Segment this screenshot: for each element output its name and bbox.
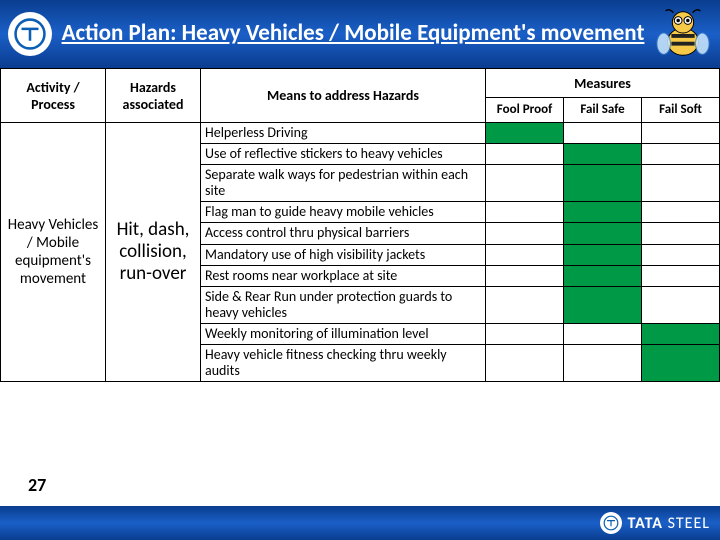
measure-cell-fail-safe bbox=[564, 244, 642, 265]
table-row: Heavy Vehicles / Mobile equipment's move… bbox=[1, 123, 720, 144]
measure-cell-fail-soft bbox=[642, 286, 720, 323]
measure-cell-fail-safe bbox=[564, 265, 642, 286]
action-plan-table: Activity / Process Hazards associated Me… bbox=[0, 68, 720, 382]
means-cell: Weekly monitoring of illumination level bbox=[201, 323, 486, 344]
slide-number: 27 bbox=[28, 474, 46, 496]
measure-cell-fail-soft bbox=[642, 223, 720, 244]
slide-footer: TATA STEEL bbox=[0, 506, 720, 540]
means-cell: Access control thru physical barriers bbox=[201, 223, 486, 244]
measure-cell-fool-proof bbox=[486, 286, 564, 323]
measure-cell-fail-safe bbox=[564, 323, 642, 344]
means-cell: Heavy vehicle fitness checking thru week… bbox=[201, 345, 486, 382]
measure-cell-fail-soft bbox=[642, 165, 720, 202]
tata-steel-logo-icon bbox=[600, 512, 622, 534]
measure-cell-fail-soft bbox=[642, 345, 720, 382]
th-fail-safe: Fail Safe bbox=[564, 98, 642, 123]
footer-brand: TATA STEEL bbox=[600, 512, 710, 534]
measure-cell-fail-soft bbox=[642, 144, 720, 165]
table-body: Heavy Vehicles / Mobile equipment's move… bbox=[1, 123, 720, 382]
measure-cell-fail-safe bbox=[564, 144, 642, 165]
measure-cell-fool-proof bbox=[486, 223, 564, 244]
measure-cell-fool-proof bbox=[486, 202, 564, 223]
footer-brand-main: TATA bbox=[628, 514, 663, 533]
measure-cell-fail-safe bbox=[564, 123, 642, 144]
th-fool-proof: Fool Proof bbox=[486, 98, 564, 123]
th-means: Means to address Hazards bbox=[201, 69, 486, 123]
measure-cell-fool-proof bbox=[486, 345, 564, 382]
means-cell: Side & Rear Run under protection guards … bbox=[201, 286, 486, 323]
means-cell: Use of reflective stickers to heavy vehi… bbox=[201, 144, 486, 165]
th-fail-soft: Fail Soft bbox=[642, 98, 720, 123]
measure-cell-fail-soft bbox=[642, 202, 720, 223]
th-activity: Activity / Process bbox=[1, 69, 106, 123]
tata-logo-icon bbox=[8, 12, 52, 56]
measure-cell-fail-soft bbox=[642, 123, 720, 144]
th-hazards: Hazards associated bbox=[106, 69, 201, 123]
footer-brand-sub: STEEL bbox=[668, 514, 710, 533]
measure-cell-fool-proof bbox=[486, 244, 564, 265]
measure-cell-fail-safe bbox=[564, 223, 642, 244]
slide-title: Action Plan: Heavy Vehicles / Mobile Equ… bbox=[52, 20, 654, 48]
measure-cell-fail-safe bbox=[564, 286, 642, 323]
measure-cell-fail-safe bbox=[564, 165, 642, 202]
measure-cell-fail-safe bbox=[564, 202, 642, 223]
activity-cell: Heavy Vehicles / Mobile equipment's move… bbox=[1, 123, 106, 382]
means-cell: Mandatory use of high visibility jackets bbox=[201, 244, 486, 265]
means-cell: Separate walk ways for pedestrian within… bbox=[201, 165, 486, 202]
means-cell: Rest rooms near workplace at site bbox=[201, 265, 486, 286]
means-cell: Flag man to guide heavy mobile vehicles bbox=[201, 202, 486, 223]
measure-cell-fool-proof bbox=[486, 144, 564, 165]
measure-cell-fool-proof bbox=[486, 123, 564, 144]
slide-header: Action Plan: Heavy Vehicles / Mobile Equ… bbox=[0, 0, 720, 68]
measure-cell-fail-safe bbox=[564, 345, 642, 382]
measure-cell-fail-soft bbox=[642, 265, 720, 286]
measure-cell-fool-proof bbox=[486, 265, 564, 286]
footer-brand-text: TATA STEEL bbox=[628, 514, 710, 533]
measure-cell-fail-soft bbox=[642, 244, 720, 265]
measure-cell-fool-proof bbox=[486, 323, 564, 344]
mascot-icon bbox=[654, 5, 712, 63]
measure-cell-fool-proof bbox=[486, 165, 564, 202]
th-measures: Measures bbox=[486, 69, 720, 98]
measure-cell-fail-soft bbox=[642, 323, 720, 344]
hazards-cell: Hit, dash, collision, run-over bbox=[106, 123, 201, 382]
means-cell: Helperless Driving bbox=[201, 123, 486, 144]
